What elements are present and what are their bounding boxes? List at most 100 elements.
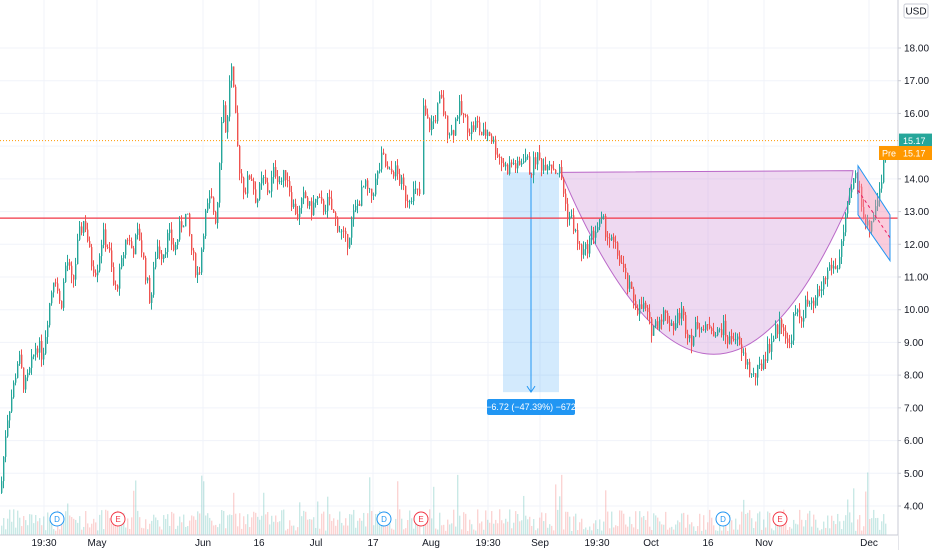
volume-bar: [803, 526, 805, 535]
volume-bar: [197, 511, 199, 535]
volume-bar: [563, 529, 565, 535]
volume-bar: [59, 529, 61, 535]
volume-bar: [641, 517, 643, 535]
candle: [367, 180, 369, 190]
volume-bar: [825, 527, 827, 535]
dividend-marker[interactable]: D: [376, 511, 392, 527]
measure-tool[interactable]: −6.72 (−47.39%) −672: [486, 172, 576, 415]
volume-bar: [439, 512, 441, 535]
volume-bar: [431, 518, 433, 535]
volume-bar: [417, 521, 419, 535]
event-circle: [49, 511, 65, 527]
candle: [143, 252, 145, 258]
candle: [519, 160, 521, 165]
volume-bar: [435, 528, 437, 535]
volume-bar: [325, 530, 327, 535]
volume-bar: [209, 517, 211, 535]
candle: [665, 310, 667, 314]
volume-bar: [267, 512, 269, 535]
candle: [305, 192, 307, 198]
candle: [753, 373, 755, 375]
volume-bar: [729, 515, 731, 535]
candle: [41, 340, 43, 360]
volume-bar: [619, 510, 621, 535]
candle: [165, 251, 167, 255]
volume-bar: [103, 529, 105, 535]
volume-bar: [381, 519, 383, 535]
price-axis[interactable]: 4.00 5.00 6.00 7.00 8.00 9.00 10.00 11.00 12.00 1…: [879, 0, 932, 550]
volume-bar: [85, 511, 87, 535]
candle: [51, 292, 53, 304]
price-axis-background: [898, 0, 932, 550]
volume-bar: [7, 518, 9, 535]
volume-bar: [115, 517, 117, 535]
volume-bar: [301, 516, 303, 535]
earnings-marker[interactable]: E: [110, 511, 126, 527]
volume-bar: [777, 517, 779, 535]
dividend-marker[interactable]: D: [49, 511, 65, 527]
candle: [15, 377, 17, 383]
candle: [721, 329, 723, 336]
currency-label: USD: [905, 7, 926, 18]
time-axis[interactable]: 19:30 May Jun 16 Jul 17 Aug 19:30 Sep 19:30 Oct 16 N…: [0, 534, 898, 550]
candle: [621, 262, 623, 264]
candle: [245, 192, 247, 194]
volume-bar: [309, 519, 311, 535]
candle: [525, 156, 527, 162]
volume-bar: [97, 530, 99, 535]
candle: [235, 86, 237, 113]
volume-bar: [227, 515, 229, 535]
currency-badge[interactable]: [903, 3, 929, 19]
volume-bar: [79, 516, 81, 535]
volume-bar: [373, 525, 375, 535]
volume-bar: [509, 509, 511, 535]
candle: [73, 275, 75, 280]
volume-bar: [121, 525, 123, 535]
candle: [867, 220, 869, 226]
volume-bar: [649, 526, 651, 535]
volume-bar: [569, 516, 571, 535]
earnings-marker[interactable]: E: [772, 511, 788, 527]
earnings-marker[interactable]: E: [413, 511, 429, 527]
candle: [87, 229, 89, 242]
candle: [819, 289, 821, 291]
candle: [775, 324, 777, 339]
candle: [203, 236, 205, 250]
volume-bar: [251, 517, 253, 535]
volume-bar: [137, 510, 139, 535]
candle: [151, 294, 153, 303]
candle: [393, 171, 395, 177]
candle: [875, 206, 877, 217]
flag-channel: [857, 164, 891, 263]
volume-bar: [529, 516, 531, 535]
volume-bar: [49, 520, 51, 535]
volume-bar: [297, 527, 299, 535]
candle: [229, 80, 231, 117]
volume-bar: [543, 521, 545, 535]
candle: [171, 229, 173, 245]
volume-bar: [607, 511, 609, 535]
candle: [17, 363, 19, 378]
volume-bar: [711, 517, 713, 535]
candle: [397, 165, 399, 175]
volume-bar: [673, 529, 675, 535]
candle: [19, 354, 21, 364]
candle: [383, 152, 385, 154]
candle: [795, 312, 797, 314]
volume-bar: [349, 514, 351, 535]
candle: [417, 188, 419, 190]
volume-bar: [467, 530, 469, 535]
candle: [317, 197, 319, 200]
candle: [295, 203, 297, 214]
candle: [529, 156, 531, 175]
candle: [127, 239, 129, 241]
candle: [3, 456, 5, 482]
candle: [879, 188, 881, 201]
volume-bar: [837, 513, 839, 535]
dividend-marker[interactable]: D: [715, 511, 731, 527]
volume-bar: [219, 523, 221, 535]
candle: [471, 125, 473, 134]
candle: [611, 236, 613, 241]
